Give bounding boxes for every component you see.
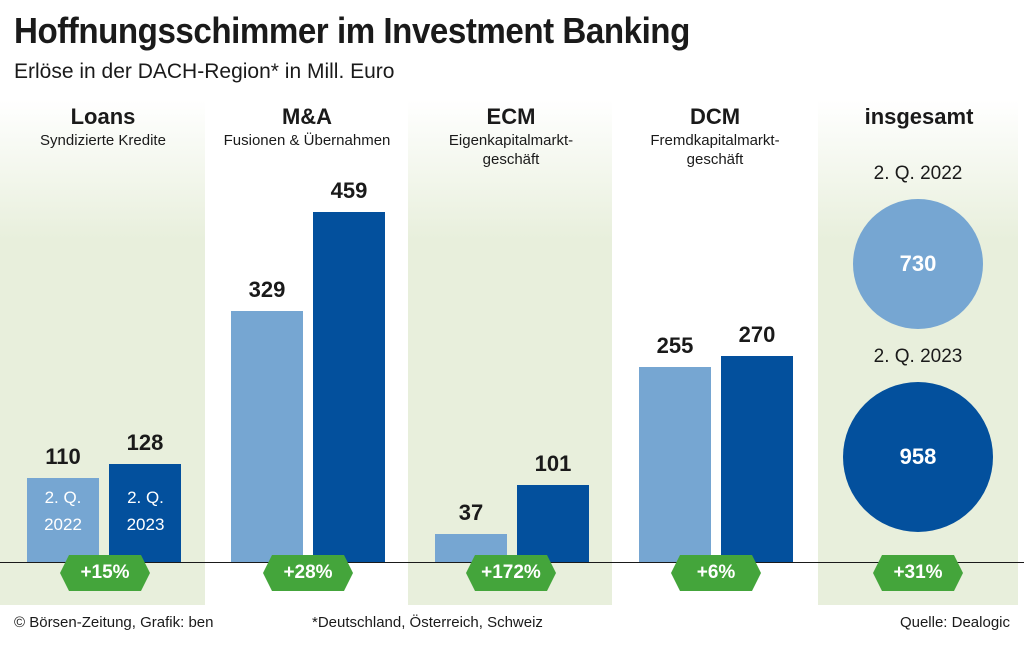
category-title-dcm: DCM	[689, 104, 741, 129]
category-subtitle-loans: Syndizierte Kredite	[40, 132, 166, 149]
total-value-2023: 958	[899, 444, 937, 469]
category-subtitle-dcm: Fremdkapitalmarkt- geschäft	[650, 132, 780, 168]
bar-dcm-2022	[639, 367, 711, 562]
footer-copyright: © Börsen-Zeitung, Grafik: ben	[14, 614, 214, 631]
total-value-2022: 730	[899, 250, 937, 276]
change-badge-total: +31%	[873, 555, 963, 591]
bar-loans-2022	[27, 478, 99, 562]
inbar-label-2023: 2. Q. 2023	[126, 488, 165, 534]
change-badge-ma: +28%	[263, 555, 353, 591]
total-label-2022: 2. Q. 2022	[873, 163, 963, 184]
bar-dcm-2023	[721, 355, 793, 562]
value-label-ma-2022: 329	[248, 276, 286, 302]
category-title-ecm: ECM	[486, 104, 536, 129]
value-label-ecm-2023: 101	[534, 450, 572, 476]
total-label-2023: 2. Q. 2023	[873, 346, 963, 367]
category-title-total: insgesamt	[864, 104, 974, 129]
value-label-loans-2022: 110	[45, 444, 81, 470]
total-circle-2023: 958	[843, 382, 993, 532]
bar-loans-2023	[109, 464, 181, 562]
value-label-ma-2023: 459	[330, 177, 368, 203]
change-badge-ecm: +172%	[466, 555, 556, 591]
footer-source: Quelle: Dealogic	[899, 614, 1010, 631]
footer-footnote: *Deutschland, Österreich, Schweiz	[312, 614, 543, 631]
bar-ma-2022	[231, 310, 303, 562]
value-label-dcm-2022: 255	[656, 333, 694, 359]
chart-title: Hoffnungsschimmer im Investment Banking	[14, 10, 690, 51]
change-badge-loans: +15%	[60, 555, 150, 591]
inbar-label-2022: 2. Q. 2022	[44, 488, 82, 534]
chart-subtitle: Erlöse in der DACH-Region* in Mill. Euro	[14, 60, 395, 83]
category-title-loans: Loans	[70, 104, 136, 129]
value-label-loans-2023: 128	[126, 430, 164, 456]
change-badge-dcm: +6%	[671, 555, 761, 591]
value-label-ecm-2022: 37	[458, 499, 484, 525]
category-subtitle-ma: Fusionen & Übernahmen	[223, 132, 391, 149]
total-circle-2022: 730	[852, 198, 984, 330]
bar-ma-2023	[313, 211, 385, 562]
category-subtitle-ecm: Eigenkapitalmarkt- geschäft	[448, 132, 574, 168]
bar-ecm-2023	[517, 484, 589, 562]
value-label-dcm-2023: 270	[738, 321, 776, 347]
category-title-ma: M&A	[281, 104, 333, 129]
